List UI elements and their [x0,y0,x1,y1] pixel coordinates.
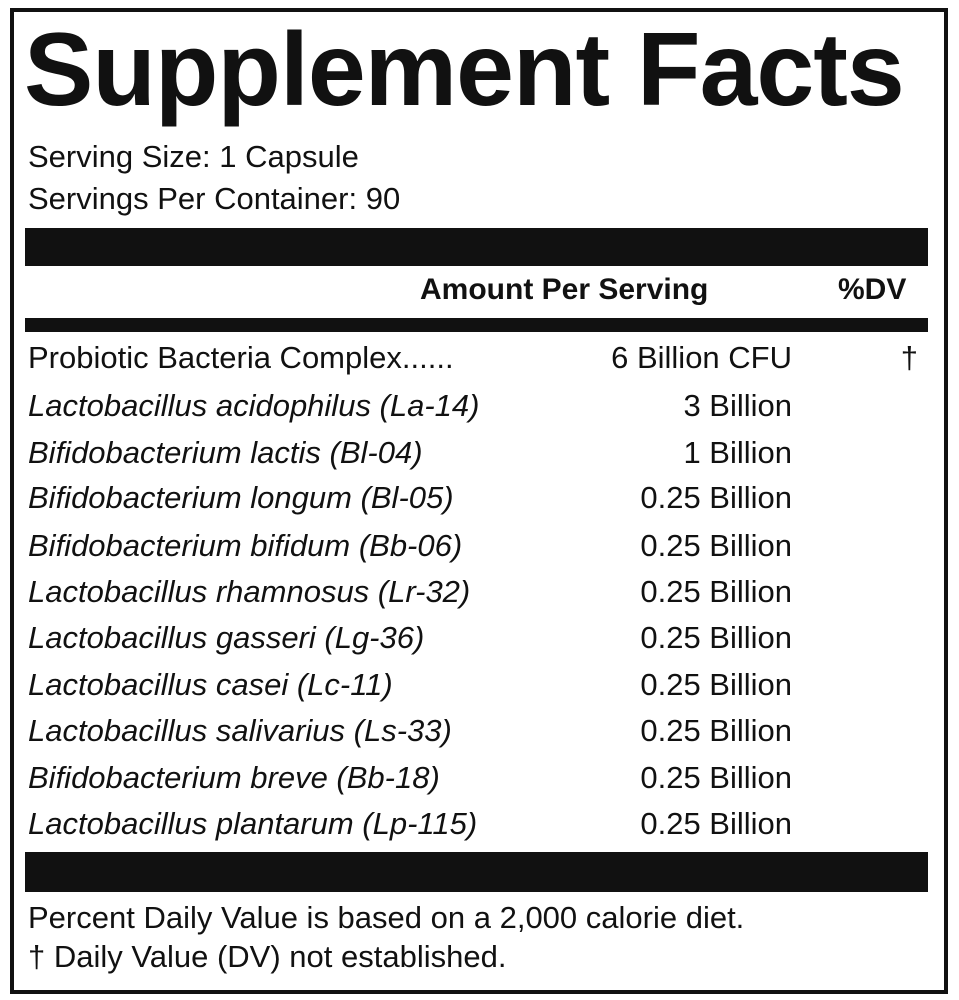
ingredient-name: Bifidobacterium breve (Bb-18) [28,760,440,795]
ingredient-name: Lactobacillus casei (Lc-11) [28,667,393,702]
ingredient-row: Bifidobacterium breve (Bb-18) 0.25 Billio… [28,758,928,798]
ingredient-name: Bifidobacterium bifidum (Bb-06) [28,528,463,563]
ingredient-row: Lactobacillus plantarum (Lp-115) 0.25 Bil… [28,804,928,844]
ingredient-amount: 0.25 Billion [640,620,792,655]
ingredient-name: Bifidobacterium lactis (Bl-04) [28,435,423,470]
ingredient-amount: 0.25 Billion [640,806,792,841]
ingredient-row: Bifidobacterium bifidum (Bb-06) 0.25 Bill… [28,526,928,566]
ingredient-name: Bifidobacterium longum (Bl-05) [28,480,454,515]
ingredient-name: Probiotic Bacteria Complex...... [28,340,454,375]
thick-divider [25,228,928,266]
ingredient-amount: 1 Billion [683,435,792,470]
ingredient-amount: 0.25 Billion [640,760,792,795]
ingredient-row: Lactobacillus acidophilus (La-14) 3 Billi… [28,386,928,426]
medium-divider [25,318,928,332]
ingredient-name: Lactobacillus acidophilus (La-14) [28,388,480,423]
ingredient-row: Probiotic Bacteria Complex...... 6 Billio… [28,338,928,378]
label-title: Supplement Facts [24,12,905,128]
serving-size: Serving Size: 1 Capsule [28,139,359,174]
dv-header: %DV [838,273,907,306]
ingredient-row: Lactobacillus rhamnosus (Lr-32) 0.25 Bill… [28,572,928,612]
ingredient-name: Lactobacillus plantarum (Lp-115) [28,806,478,841]
footer-daily-value-note: Percent Daily Value is based on a 2,000 … [28,900,745,935]
ingredient-row: Lactobacillus gasseri (Lg-36) 0.25 Billio… [28,618,928,658]
servings-per-container: Servings Per Container: 90 [28,181,401,216]
ingredient-amount: 0.25 Billion [640,574,792,609]
ingredient-amount: 0.25 Billion [640,667,792,702]
ingredient-name: Lactobacillus salivarius (Ls-33) [28,713,452,748]
ingredient-amount: 3 Billion [683,388,792,423]
ingredient-amount: 0.25 Billion [640,480,792,515]
ingredient-row: Lactobacillus salivarius (Ls-33) 0.25 Bil… [28,711,928,751]
ingredient-name: Lactobacillus gasseri (Lg-36) [28,620,425,655]
ingredient-row: Bifidobacterium lactis (Bl-04) 1 Billion [28,433,928,473]
ingredient-dv: † [900,340,918,375]
amount-per-serving-header: Amount Per Serving [420,273,709,306]
footer-dv-not-established: † Daily Value (DV) not established. [28,939,507,974]
ingredient-amount: 0.25 Billion [640,528,792,563]
ingredient-amount: 6 Billion CFU [611,340,792,375]
ingredient-amount: 0.25 Billion [640,713,792,748]
ingredient-row: Lactobacillus casei (Lc-11) 0.25 Billion [28,665,928,705]
label-border [10,8,948,994]
thick-divider-bottom [25,852,928,892]
ingredient-row: Bifidobacterium longum (Bl-05) 0.25 Billi… [28,478,928,518]
ingredient-name: Lactobacillus rhamnosus (Lr-32) [28,574,471,609]
